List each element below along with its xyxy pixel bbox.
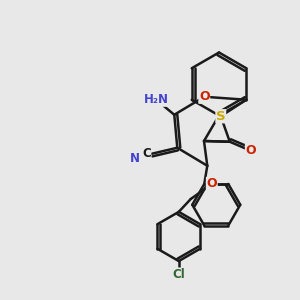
Text: C: C bbox=[142, 147, 151, 160]
Text: O: O bbox=[245, 144, 256, 157]
Text: Cl: Cl bbox=[172, 268, 185, 281]
Text: O: O bbox=[199, 90, 210, 103]
Text: O: O bbox=[206, 178, 217, 190]
Text: N: N bbox=[130, 152, 140, 165]
Text: H₂N: H₂N bbox=[144, 93, 169, 106]
Text: S: S bbox=[216, 110, 226, 123]
